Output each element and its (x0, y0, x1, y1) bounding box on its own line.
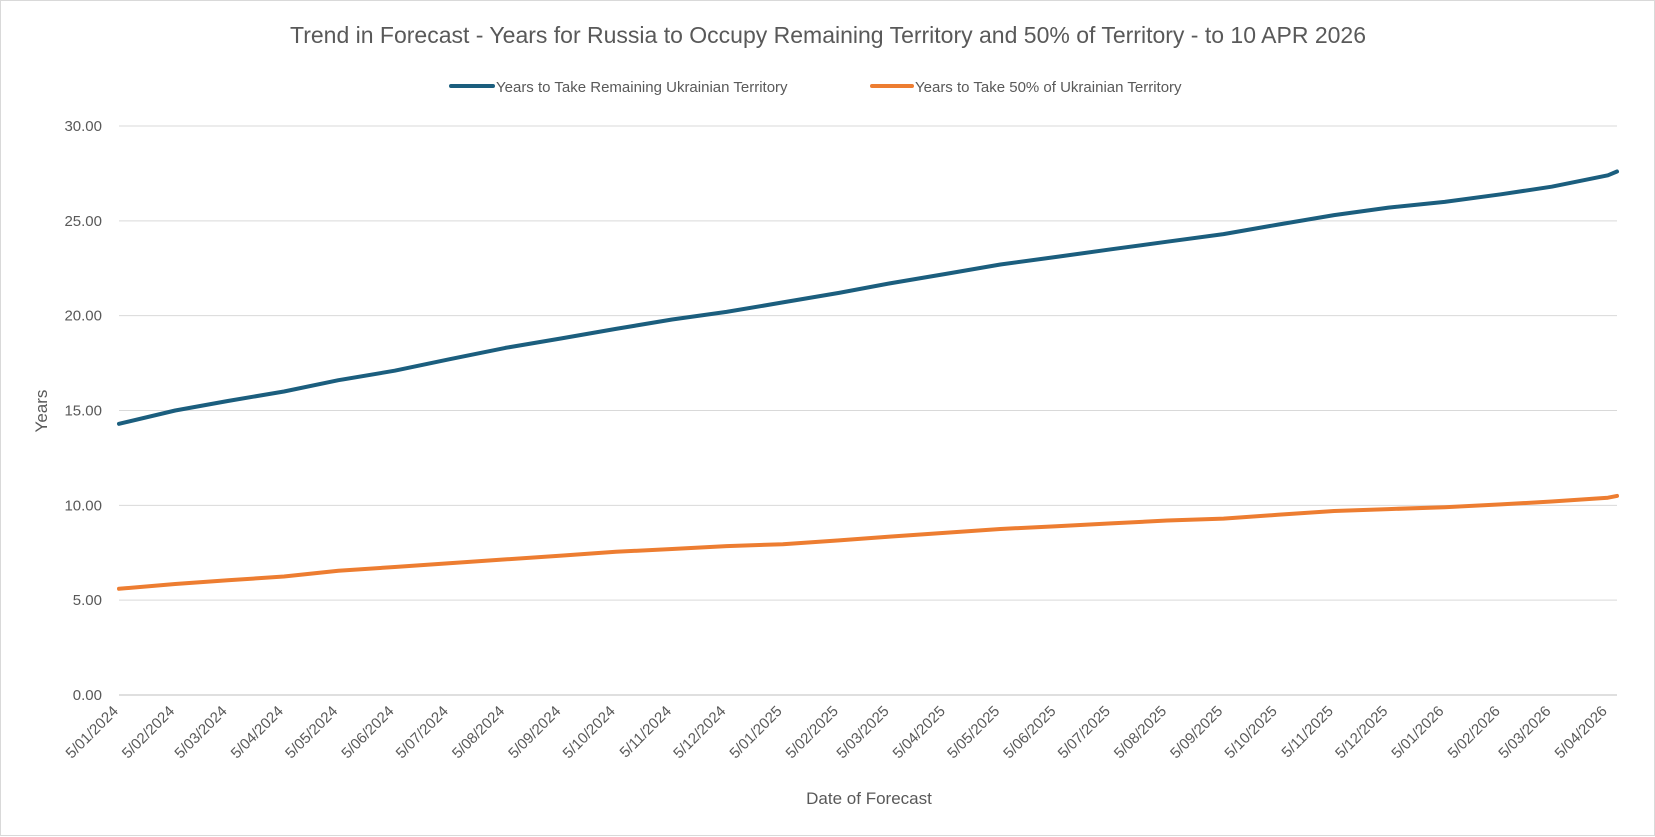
series-line-remaining-territory (117, 169, 1619, 426)
x-tick-label: 5/04/2024 (228, 703, 287, 762)
x-tick-label: 5/09/2025 (1167, 703, 1226, 762)
y-axis-ticks: 0.00 5.00 10.00 15.00 20.00 25.00 30.00 (64, 118, 102, 704)
x-tick-label: 5/01/2025 (726, 703, 785, 762)
gridlines (119, 125, 1617, 696)
x-tick-label: 5/11/2025 (1278, 703, 1336, 761)
y-axis-title: Years (32, 390, 51, 433)
x-tick-label: 5/02/2025 (783, 703, 842, 762)
y-tick-label: 15.00 (64, 403, 102, 420)
x-tick-label: 5/04/2025 (890, 703, 949, 762)
y-tick-label: 0.00 (73, 687, 102, 704)
series-line-50pct-territory (117, 493, 1619, 591)
legend: Years to Take Remaining Ukrainian Territ… (449, 79, 1182, 96)
series-lines (117, 169, 1619, 591)
x-tick-label: 5/02/2024 (119, 703, 178, 762)
x-tick-label: 5/12/2025 (1332, 703, 1391, 762)
chart-title: Trend in Forecast - Years for Russia to … (290, 22, 1366, 48)
y-tick-label: 5.00 (73, 592, 102, 609)
x-tick-label: 5/07/2025 (1055, 703, 1114, 762)
x-tick-label: 5/07/2024 (393, 703, 452, 762)
x-tick-label: 5/05/2024 (282, 703, 341, 762)
legend-label-remaining: Years to Take Remaining Ukrainian Territ… (496, 79, 788, 96)
x-tick-label: 5/03/2024 (171, 703, 230, 762)
x-axis-title: Date of Forecast (806, 789, 932, 808)
x-tick-label: 5/12/2024 (670, 703, 729, 762)
x-tick-label: 5/08/2024 (449, 703, 508, 762)
y-tick-label: 25.00 (64, 213, 102, 230)
x-tick-label: 5/08/2025 (1111, 703, 1170, 762)
x-tick-label: 5/02/2026 (1445, 703, 1504, 762)
x-tick-label: 5/05/2025 (944, 703, 1003, 762)
x-tick-label: 5/01/2024 (63, 703, 122, 762)
y-tick-label: 30.00 (64, 118, 102, 135)
x-tick-label: 5/06/2024 (338, 703, 397, 762)
x-tick-label: 5/09/2024 (505, 703, 564, 762)
x-tick-label: 5/04/2026 (1552, 703, 1611, 762)
x-tick-label: 5/01/2026 (1388, 703, 1447, 762)
y-tick-label: 10.00 (64, 497, 102, 514)
x-tick-label: 5/10/2025 (1221, 703, 1280, 762)
x-tick-label: 5/03/2026 (1495, 703, 1554, 762)
legend-label-50pct: Years to Take 50% of Ukrainian Territory (915, 79, 1182, 96)
x-tick-label: 5/11/2024 (617, 703, 675, 761)
x-tick-label: 5/10/2024 (560, 703, 619, 762)
x-tick-label: 5/06/2025 (1000, 703, 1059, 762)
x-axis-ticks: 5/01/20245/02/20245/03/20245/04/20245/05… (63, 703, 1611, 762)
x-tick-label: 5/03/2025 (833, 703, 892, 762)
y-tick-label: 20.00 (64, 308, 102, 325)
